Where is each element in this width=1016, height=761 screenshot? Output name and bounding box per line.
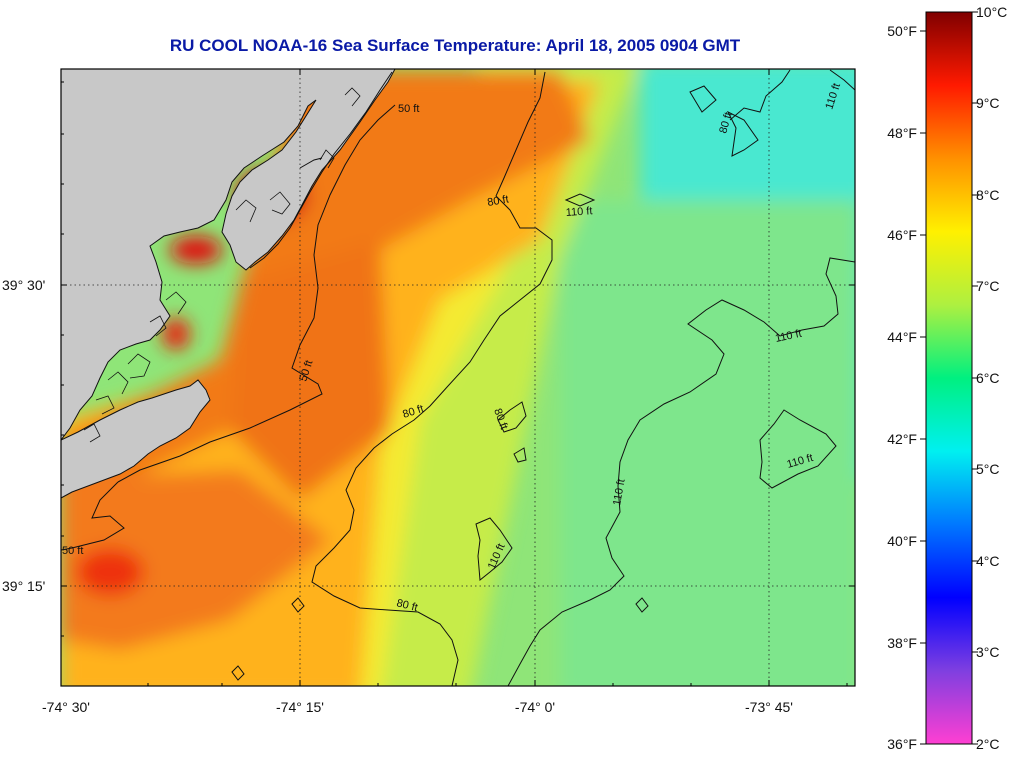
contour-label-110ft-5: 110 ft bbox=[611, 478, 627, 506]
sst-green-zone bbox=[560, 200, 855, 686]
land-cape-may bbox=[61, 379, 211, 499]
colorbar-f-label: 36°F bbox=[887, 736, 917, 752]
sst-hot-spot-inlet bbox=[162, 318, 190, 350]
sst-warm-zone-south bbox=[61, 470, 330, 650]
coastline-detail bbox=[83, 87, 361, 443]
contour-line-80ft-5 bbox=[513, 447, 527, 463]
contour-label-80ft-5: 80 ft bbox=[395, 597, 419, 614]
colorbar-c-label: 8°C bbox=[976, 187, 1000, 203]
bathymetry-contours bbox=[61, 69, 855, 686]
contour-loop-a bbox=[291, 597, 305, 613]
colorbar-f-label: 46°F bbox=[887, 227, 917, 243]
contour-label-110ft-1: 110 ft bbox=[565, 205, 592, 219]
colorbar-celsius-labels: 10°C 9°C 8°C 7°C 6°C 5°C 4°C 3°C 2°C bbox=[976, 4, 1007, 752]
map-title: RU COOL NOAA-16 Sea Surface Temperature:… bbox=[169, 36, 741, 55]
contour-label-50ft-3: 50 ft bbox=[62, 545, 83, 557]
colorbar: 50°F 48°F 46°F 44°F 42°F 40°F 38°F 36°F … bbox=[887, 4, 1007, 752]
contour-line-50ft-1 bbox=[117, 104, 396, 483]
colorbar-fahrenheit-labels: 50°F 48°F 46°F 44°F 42°F 40°F 38°F 36°F bbox=[887, 23, 917, 752]
contour-loop-c bbox=[231, 665, 245, 681]
contour-label-80ft-1: 80 ft bbox=[486, 193, 509, 209]
x-tick-label: -74° 30' bbox=[42, 699, 90, 715]
colorbar-f-label: 38°F bbox=[887, 635, 917, 651]
colorbar-f-label: 40°F bbox=[887, 533, 917, 549]
colorbar-c-label: 10°C bbox=[976, 4, 1007, 20]
contour-line-110ft-5 bbox=[759, 409, 837, 489]
map-frame bbox=[60, 68, 856, 687]
colorbar-ramp bbox=[925, 11, 973, 745]
x-tick-label: -74° 0' bbox=[515, 699, 555, 715]
contour-line-110ft-4 bbox=[507, 257, 855, 686]
barrier-island bbox=[249, 71, 393, 269]
colorbar-c-label: 7°C bbox=[976, 278, 1000, 294]
contour-loop-b bbox=[635, 597, 649, 613]
colorbar-c-label: 6°C bbox=[976, 370, 1000, 386]
y-tick-label: 39° 30' bbox=[2, 277, 45, 293]
y-tick-label: 39° 15' bbox=[2, 578, 45, 594]
axis-labels: -74° 30' -74° 15' -74° 0' -73° 45' 39° 3… bbox=[2, 277, 793, 715]
contour-label-110ft-3: 110 ft bbox=[774, 328, 803, 345]
contour-line-110ft-3 bbox=[829, 69, 855, 91]
contour-line-80ft-1 bbox=[311, 71, 553, 686]
axis-ticks bbox=[60, 69, 855, 686]
colorbar-f-label: 48°F bbox=[887, 125, 917, 141]
contour-line-80ft-4 bbox=[726, 110, 759, 157]
graticule bbox=[61, 69, 855, 686]
sst-warm-zone-mid bbox=[230, 240, 390, 500]
x-tick-label: -73° 45' bbox=[745, 699, 793, 715]
contour-line-110ft-2 bbox=[729, 69, 791, 121]
colorbar-f-label: 50°F bbox=[887, 23, 917, 39]
colorbar-ticks bbox=[920, 11, 978, 745]
contour-line-80ft-3 bbox=[689, 85, 717, 113]
contour-line-110ft-6 bbox=[475, 517, 513, 581]
x-tick-label: -74° 15' bbox=[276, 699, 324, 715]
contour-label-80ft-4: 80 ft bbox=[717, 111, 734, 135]
colorbar-c-label: 2°C bbox=[976, 736, 1000, 752]
colorbar-c-label: 4°C bbox=[976, 553, 1000, 569]
colorbar-c-label: 9°C bbox=[976, 95, 1000, 111]
sst-hot-spot-bay bbox=[170, 236, 222, 264]
contour-line-80ft-2 bbox=[497, 401, 527, 433]
colorbar-f-label: 44°F bbox=[887, 329, 917, 345]
contour-line-50ft-3 bbox=[299, 157, 323, 169]
contour-line-50ft-2 bbox=[61, 481, 125, 551]
sst-lime-zone bbox=[333, 69, 637, 686]
sst-hot-spot-south bbox=[76, 548, 144, 596]
colorbar-f-label: 42°F bbox=[887, 431, 917, 447]
colorbar-c-label: 5°C bbox=[976, 461, 1000, 477]
colorbar-c-label: 3°C bbox=[976, 644, 1000, 660]
contour-line-110ft-1 bbox=[564, 193, 596, 207]
sst-field: 50 ft 50 ft 50 ft 80 ft 80 ft 80 ft 80 f… bbox=[61, 69, 855, 686]
contour-label-50ft-1: 50 ft bbox=[398, 103, 419, 115]
